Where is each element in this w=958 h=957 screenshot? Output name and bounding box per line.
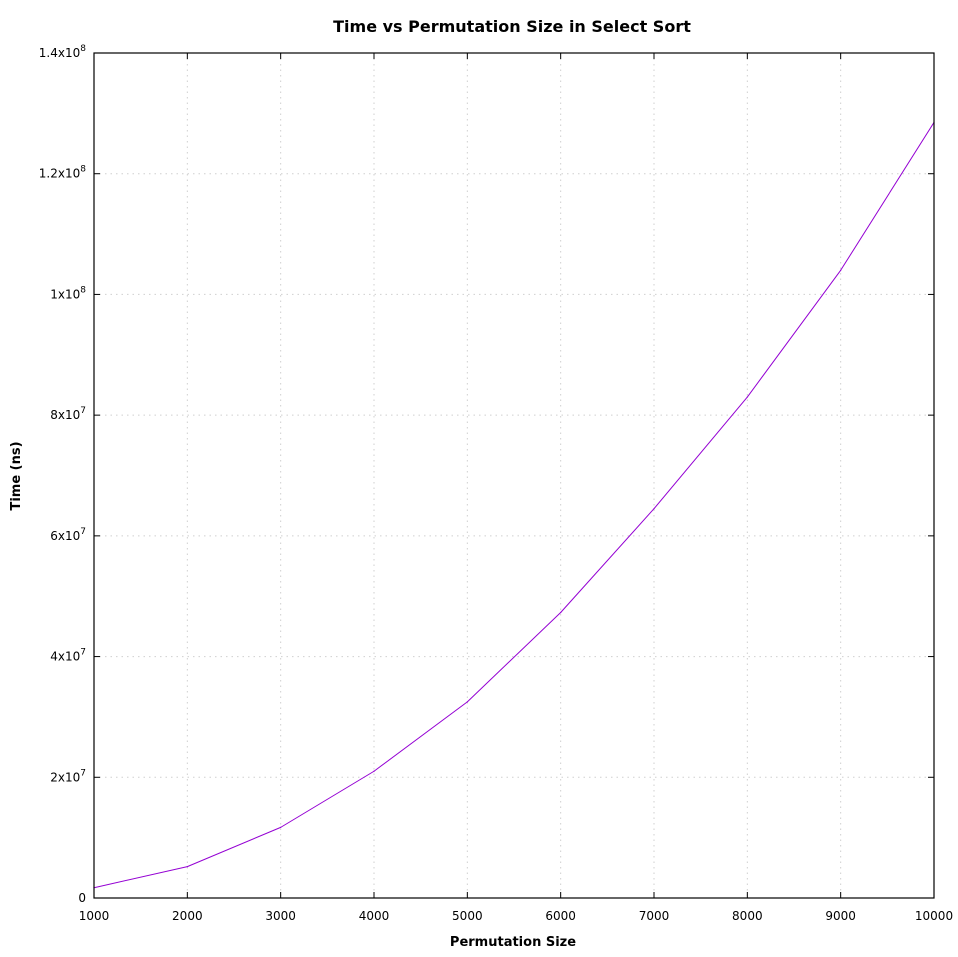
series-layer — [93, 121, 935, 889]
y-tick-mantissa: 6x10 — [50, 529, 80, 543]
y-tick-label: 1x108 — [50, 285, 86, 301]
data-point — [466, 701, 468, 703]
x-tick-label: 8000 — [732, 909, 763, 923]
x-tick-label: 5000 — [452, 909, 483, 923]
grid-lines — [94, 53, 934, 898]
y-tick-label: 6x107 — [50, 527, 86, 543]
y-tick-label: 1.2x108 — [39, 165, 86, 181]
data-point — [746, 396, 748, 398]
y-tick-mantissa: 2x10 — [50, 770, 80, 784]
data-point — [280, 826, 282, 828]
y-tick-exponent: 7 — [80, 527, 86, 537]
y-tick-label: 2x107 — [50, 768, 86, 784]
data-point — [560, 611, 562, 614]
axis-ticks — [93, 52, 935, 899]
x-tick-label: 9000 — [825, 909, 856, 923]
y-tick-mantissa: 4x10 — [50, 650, 80, 664]
data-point — [840, 269, 842, 271]
chart-title: Time vs Permutation Size in Select Sort — [333, 17, 691, 36]
y-tick-exponent: 7 — [80, 768, 86, 778]
x-tick-label: 10000 — [915, 909, 953, 923]
data-point — [373, 770, 375, 772]
data-point — [653, 508, 655, 510]
y-tick-mantissa: 8x10 — [50, 408, 80, 422]
plot-frame — [93, 52, 935, 899]
x-tick-label: 2000 — [172, 909, 203, 923]
x-tick-label: 1000 — [79, 909, 110, 923]
x-tick-label: 6000 — [545, 909, 576, 923]
y-axis-title: Time (ns) — [9, 441, 24, 510]
x-tick-label: 4000 — [359, 909, 390, 923]
y-tick-mantissa: 1.2x10 — [39, 167, 80, 181]
series-line — [93, 122, 935, 889]
y-tick-mantissa: 1.4x10 — [39, 46, 80, 60]
x-axis-title: Permutation Size — [450, 935, 576, 950]
data-point — [186, 866, 188, 868]
x-tick-label: 3000 — [265, 909, 296, 923]
y-tick-mantissa: 1x10 — [50, 287, 80, 301]
y-tick-exponent: 8 — [80, 165, 86, 175]
y-tick-exponent: 7 — [80, 406, 86, 416]
y-tick-label: 4x107 — [50, 648, 86, 664]
y-tick-mantissa: 0 — [78, 891, 86, 905]
x-tick-labels: 1000 2000 3000 4000 5000 6000 7000 8000 9000 1000… — [79, 909, 953, 923]
y-tick-label: 8x107 — [50, 406, 86, 422]
y-tick-label: 0 — [78, 891, 86, 905]
y-tick-exponent: 8 — [80, 44, 86, 54]
y-tick-label: 1.4x108 — [39, 44, 86, 60]
y-tick-exponent: 8 — [80, 285, 86, 295]
y-tick-exponent: 7 — [80, 648, 86, 658]
x-tick-label: 7000 — [639, 909, 670, 923]
